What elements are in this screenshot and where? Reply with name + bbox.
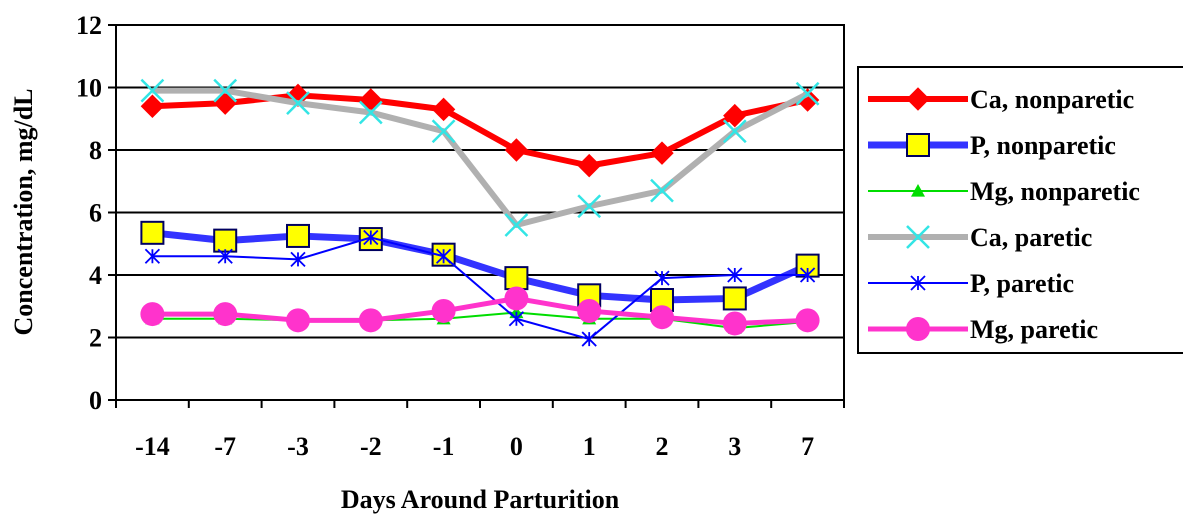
legend-label: Mg, nonparetic: [970, 177, 1140, 206]
data-point: [140, 94, 165, 118]
legend-label: Mg, paretic: [970, 315, 1098, 344]
legend-item: Ca, nonparetic: [868, 85, 1134, 114]
data-point: [286, 91, 310, 116]
x-tick-label: 0: [510, 432, 523, 461]
data-point: [723, 103, 747, 128]
data-point: [358, 100, 383, 125]
x-tick-label: 2: [656, 432, 669, 461]
series-1: [140, 83, 820, 178]
data-point: [213, 228, 238, 253]
data-point: [581, 331, 597, 347]
legend-marker: [910, 275, 926, 291]
series-line: [152, 236, 808, 341]
data-point: [650, 178, 674, 203]
data-point: [504, 266, 529, 291]
legend-marker: [906, 317, 930, 341]
legend-marker: [906, 133, 930, 157]
data-point: [508, 311, 525, 327]
data-point: [504, 213, 529, 237]
series-4: [140, 78, 820, 237]
series-line: [152, 87, 809, 228]
series-lines: [140, 78, 820, 347]
y-tick-label: 6: [89, 199, 102, 228]
x-tick-label: -14: [135, 432, 170, 461]
legend-label: P, paretic: [970, 269, 1074, 298]
x-tick-label: 3: [728, 432, 741, 461]
y-axis-title: Concentration, mg/dL: [9, 89, 38, 336]
legend-marker: [911, 184, 925, 197]
y-tick-label: 2: [89, 324, 102, 353]
legend-label: Ca, paretic: [970, 223, 1092, 252]
data-point: [363, 229, 379, 246]
x-tick-label: -3: [287, 432, 309, 461]
data-point: [435, 248, 452, 264]
legend-box: [857, 66, 1183, 354]
series-6: [140, 286, 820, 336]
data-point: [431, 97, 456, 122]
data-point: [213, 302, 238, 327]
y-tick-label: 4: [89, 261, 102, 290]
data-point: [140, 302, 165, 327]
data-point: [727, 267, 743, 283]
data-point: [504, 138, 529, 162]
y-tick-label: 10: [76, 74, 102, 103]
data-point: [577, 298, 602, 323]
legend-marker: [906, 225, 930, 249]
series-line: [152, 229, 810, 304]
legend-label: P, nonparetic: [970, 131, 1116, 160]
data-point: [504, 286, 529, 311]
data-point: [140, 78, 165, 103]
legend-item: P, nonparetic: [868, 131, 1116, 160]
series-5: [144, 229, 816, 347]
data-point: [799, 267, 816, 283]
series-2: [140, 220, 820, 312]
data-point: [722, 286, 747, 311]
data-point: [795, 308, 820, 333]
data-point: [722, 311, 747, 336]
series-line: [152, 295, 808, 326]
data-point: [213, 78, 238, 103]
data-point: [286, 308, 310, 333]
x-tick-label: -2: [360, 432, 382, 461]
data-point: [144, 248, 161, 264]
x-tick-label: -1: [433, 432, 455, 461]
legend-item: Mg, paretic: [868, 315, 1098, 344]
data-point: [213, 91, 237, 115]
data-point: [577, 194, 602, 219]
y-tick-label: 12: [76, 11, 102, 40]
data-point: [286, 223, 310, 248]
x-tick-label: 1: [583, 432, 596, 461]
data-point: [431, 119, 456, 144]
legend-item: P, paretic: [868, 269, 1074, 298]
data-point: [290, 251, 306, 268]
y-tick-label: 8: [89, 136, 102, 165]
legend-marker: [906, 87, 930, 111]
data-point: [217, 248, 233, 264]
data-point: [795, 81, 820, 106]
x-axis-title: Days Around Parturition: [341, 485, 620, 514]
legend-label: Ca, nonparetic: [970, 85, 1134, 114]
data-point: [650, 305, 674, 330]
legend-item: Ca, paretic: [868, 223, 1092, 252]
data-point: [358, 308, 383, 333]
data-point: [431, 298, 456, 323]
data-point: [650, 141, 674, 165]
data-point: [359, 88, 383, 112]
data-point: [577, 153, 601, 178]
x-tick-label: -7: [214, 432, 236, 461]
legend-item: Mg, nonparetic: [868, 177, 1140, 206]
data-point: [722, 119, 747, 144]
x-tick-label: 7: [801, 432, 814, 461]
y-tick-label: 0: [89, 386, 102, 415]
data-point: [140, 220, 165, 245]
data-point: [654, 270, 670, 286]
legend: Ca, nonparetic P, nonparetic Mg, nonpareti…: [857, 66, 1183, 354]
